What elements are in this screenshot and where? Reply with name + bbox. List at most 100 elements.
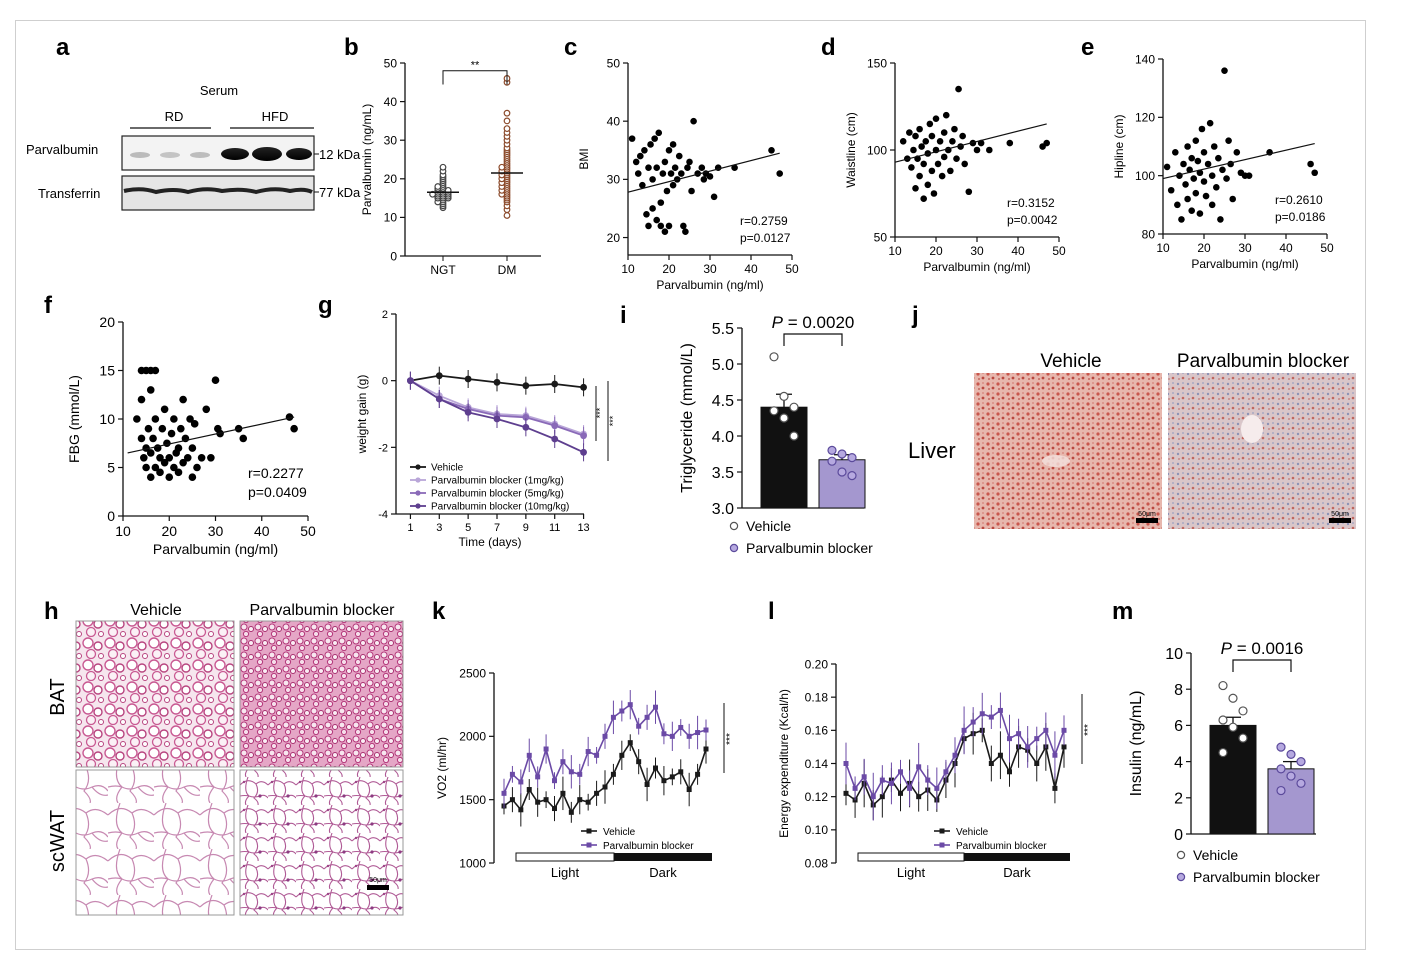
adipose-scalebar [367,885,389,890]
phase-label: Dark [649,865,677,880]
scatter-point [665,222,673,230]
y-tick-label: 0.08 [805,856,829,870]
legend-label: Vehicle [431,463,464,474]
data-point [535,799,541,805]
scatter-point [710,193,718,201]
panel-h-adipose-histology: Vehicle Parvalbumin blocker BAT scWAT 50… [47,602,404,916]
x-tick-label: 11 [549,522,560,534]
panel-letters: a b c d e f g i j h k l m [44,34,1133,625]
scatter-point [680,222,687,230]
y-tick-label: 2000 [459,730,486,744]
scatter-point [645,222,652,230]
data-point [837,467,847,477]
scatter-point [142,463,150,472]
y-tick-label: 2 [1174,791,1183,808]
scatter-point [663,187,671,195]
significance-label: *** [1083,724,1094,736]
data-point [1025,744,1031,750]
scatter-point [682,228,689,236]
x-tick-label: 20 [662,262,676,276]
scatter-point [653,164,660,172]
light-phase-bar [857,852,965,862]
scatter-point [1194,157,1202,165]
y-tick-label: 140 [1135,52,1155,66]
y-axis-label: VO2 (ml/hr) [435,737,449,799]
y-tick-label: 5.5 [712,321,734,338]
x-tick-label: 10 [115,523,131,539]
chart-m-insulin-bars: 0 2 4 6 8 10 Insulin (ng/mL) Vehicle Parvalbumin… [1128,639,1320,885]
x-axis-label: Parvalbumin (ng/ml) [656,278,763,292]
data-point [1034,736,1040,742]
scatter-point [158,424,167,433]
scatter-point [137,395,146,404]
p-value-symbol: P [1221,639,1233,658]
data-point [661,731,667,737]
y-tick-label: 10 [1165,646,1183,663]
data-point [789,431,799,441]
scatter-point [899,138,907,145]
bat-image-vehicle [75,620,235,768]
x-axis-label: Time (days) [459,535,522,549]
scatter-point [1213,184,1220,191]
scatter-point [1311,169,1318,177]
data-point [526,787,532,793]
data-point [1228,722,1238,732]
scatter-point [211,376,220,385]
scatter-point [1188,154,1195,162]
liver-col-vehicle: Vehicle [1040,351,1101,372]
dark-phase-bar [964,853,1070,861]
data-point [979,711,985,717]
data-point [580,448,587,456]
data-point [653,765,658,771]
data-point [636,759,642,765]
data-point [464,408,472,416]
scatter-point [669,141,677,148]
scatter-point [965,188,973,196]
scatter-point [665,146,673,154]
blot-header-serum: Serum [200,83,238,98]
data-point [988,714,994,720]
scatter-point [1200,178,1208,185]
y-tick-label: 2 [382,309,388,321]
dot-point [503,212,511,219]
phase-label: Light [551,865,580,880]
scatter-point [1043,139,1050,147]
scatter-point [936,138,944,145]
scatter-point [188,444,197,452]
chart-e-hipline-scatter: 80 100 120 140 10 20 30 40 50 Hipline (cm) Parvalb… [1112,52,1334,271]
data-point [827,456,837,466]
regression-line [894,123,1047,163]
data-point [1052,785,1058,791]
adipose-col-blocker: Parvalbumin blocker [250,602,396,619]
scatter-point [924,181,932,189]
scatter-point [239,434,248,443]
data-point [627,740,633,746]
x-tick-label: 40 [744,262,758,276]
scatter-point [151,366,160,375]
x-axis-label: Parvalbumin (ng/ml) [923,260,1030,274]
y-axis-label: FBG (mmol/L) [66,375,82,463]
x-tick-label: 10 [888,244,902,258]
dark-phase-bar [614,853,712,861]
y-tick-label: 0 [1174,827,1183,844]
regression-line [127,416,295,454]
liver-scalebar-label: 50μm [1331,511,1349,518]
blot-row-parvalbumin-label: Parvalbumin [26,142,98,157]
scatter-point [1188,207,1195,214]
data-point [943,769,949,775]
scatter-point [655,129,663,137]
adipose-row-bat: BAT [47,678,69,715]
y-tick-label: 30 [384,134,398,148]
scatter-point [634,170,642,177]
legend-marker [415,477,421,483]
legend-label: Vehicle [956,827,989,838]
y-tick-label: 1500 [459,793,486,807]
x-axis-label: Parvalbumin (ng/ml) [1191,257,1298,271]
x-tick-label: 13 [577,522,589,534]
scatter-point [1198,125,1206,133]
data-point [518,779,524,785]
scatter-point [1206,119,1214,127]
x-tick-label: 30 [208,523,224,539]
x-tick-label: 10 [1156,241,1170,255]
data-point [678,769,684,775]
